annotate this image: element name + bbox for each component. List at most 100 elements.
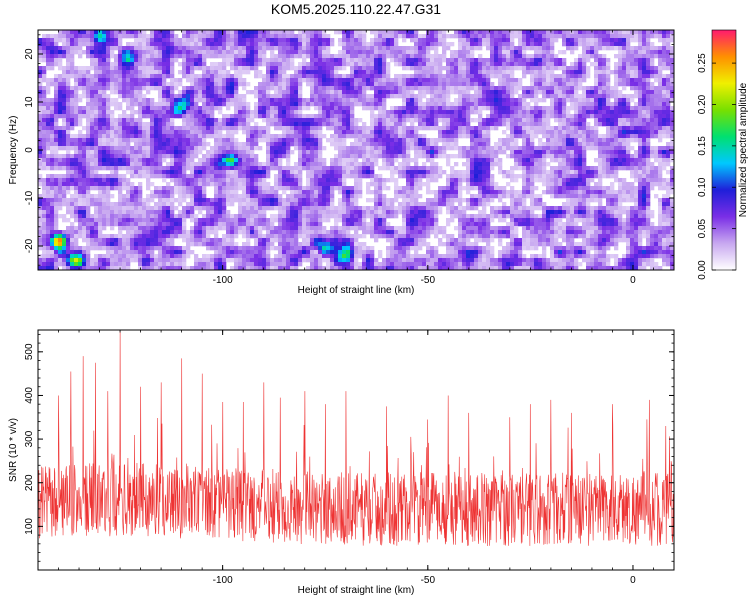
heatmap-cell [490,118,495,123]
heatmap-cell [634,54,639,59]
heatmap-cell [558,58,563,63]
heatmap-cell [314,142,319,147]
heatmap-cell [250,150,255,155]
heatmap-cell [478,58,483,63]
heatmap-cell [486,62,491,67]
heatmap-cell [182,58,187,63]
heatmap-cell [326,46,331,51]
heatmap-cell [622,150,627,155]
heatmap-cell [330,98,335,103]
heatmap-cell [290,130,295,135]
heatmap-cell [394,86,399,91]
heatmap-cell [518,146,523,151]
heatmap-cell [286,74,291,79]
heatmap-cell [110,54,115,59]
heatmap-cell [78,82,83,87]
heatmap-cell [558,102,563,107]
heatmap-cell [478,54,483,59]
heatmap-cell [350,94,355,99]
heatmap-cell [286,150,291,155]
heatmap-cell [654,126,659,131]
heatmap-cell [266,162,271,167]
heatmap-cell [370,74,375,79]
heatmap-cell [370,82,375,87]
heatmap-cell [502,118,507,123]
heatmap-cell [162,90,167,95]
heatmap-cell [258,50,263,55]
heatmap-cell [422,102,427,107]
heatmap-cell [162,42,167,47]
heatmap-cell [466,34,471,39]
heatmap-cell [474,34,479,39]
heatmap-cell [502,150,507,155]
heatmap-cell [450,134,455,139]
heatmap-cell [590,46,595,51]
heatmap-cell [354,54,359,59]
heatmap-cell [334,66,339,71]
heatmap-cell [78,42,83,47]
heatmap-cell [578,162,583,167]
heatmap-cell [394,74,399,79]
heatmap-cell [94,98,99,103]
heatmap-cell [390,138,395,143]
heatmap-cell [210,66,215,71]
heatmap-cell [482,70,487,75]
heatmap-cell [574,42,579,47]
heatmap-cell [106,86,111,91]
heatmap-cell [118,42,123,47]
heatmap-cell [570,62,575,67]
heatmap-cell [302,58,307,63]
heatmap-cell [454,154,459,159]
heatmap-cell [386,46,391,51]
heatmap-cell [394,130,399,135]
heatmap-cell [354,166,359,171]
heatmap-cell [194,134,199,139]
heatmap-cell [666,134,671,139]
heatmap-cell [302,158,307,163]
heatmap-cell [518,30,523,35]
heatmap-cell [226,122,231,127]
heatmap-cell [166,118,171,123]
heatmap-cell [42,98,47,103]
heatmap-cell [670,74,674,79]
heatmap-cell [86,42,91,47]
heatmap-cell [350,142,355,147]
heatmap-cell [42,70,47,75]
heatmap-cell [554,58,559,63]
heatmap-cell [178,102,183,107]
heatmap-cell [230,66,235,71]
heatmap-cell [598,114,603,119]
heatmap-cell [362,78,367,83]
heatmap-cell [110,142,115,147]
heatmap-cell [394,82,399,87]
heatmap-cell [386,34,391,39]
heatmap-cell [502,62,507,67]
heatmap-cell [470,54,475,59]
heatmap-cell [294,74,299,79]
heatmap-cell [382,78,387,83]
heatmap-cell [538,166,543,171]
heatmap-cell [378,70,383,75]
heatmap-cell [54,166,59,171]
heatmap-cell [174,142,179,147]
heatmap-cell [50,38,55,43]
heatmap-cell [226,54,231,59]
heatmap-cell [86,114,91,119]
heatmap-cell [214,142,219,147]
heatmap-cell [642,114,647,119]
heatmap-cell [50,130,55,135]
heatmap-cell [418,42,423,47]
heatmap-cell [418,138,423,143]
heatmap-cell [622,106,627,111]
heatmap-cell [330,82,335,87]
heatmap-cell [614,150,619,155]
heatmap-cell [90,134,95,139]
heatmap-cell [554,54,559,59]
heatmap-cell [242,150,247,155]
heatmap-cell [446,134,451,139]
heatmap-cell [326,62,331,67]
heatmap-cell [578,98,583,103]
heatmap-cell [610,158,615,163]
heatmap-cell [586,94,591,99]
heatmap-cell [86,158,91,163]
